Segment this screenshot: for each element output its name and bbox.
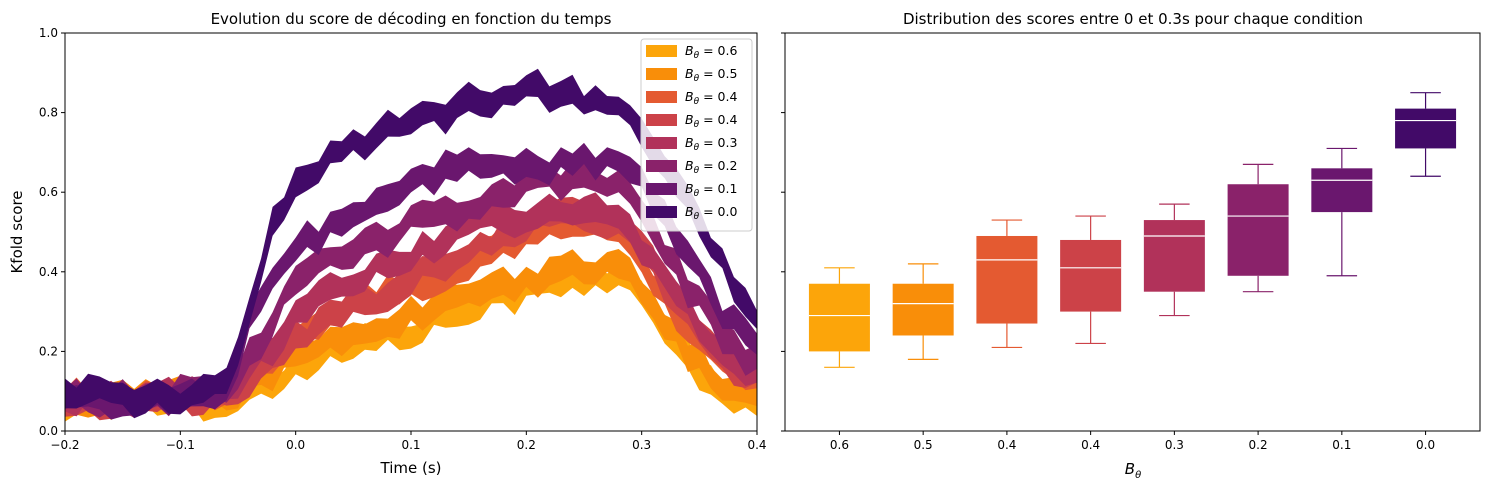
right-x-tick-label: 0.3 [1165, 438, 1184, 452]
left-x-tick-label: −0.1 [166, 438, 195, 452]
left-y-ticks: 0.0 0.2 0.4 0.6 0.8 1.0 [39, 26, 65, 438]
legend-entry: Bθ = 0.1 [685, 181, 737, 199]
right-x-tick-label: 0.0 [1416, 438, 1435, 452]
legend-swatch [646, 206, 677, 218]
legend: Bθ = 0.6 Bθ = 0.5 Bθ = 0.4 Bθ = 0.4 Bθ = 0.3… [640, 38, 753, 232]
left-x-tick-label: −0.2 [50, 438, 79, 452]
boxplot-3 [1060, 215, 1122, 345]
legend-entry: Bθ = 0.3 [685, 135, 737, 153]
left-y-tick-label: 0.6 [39, 185, 58, 199]
boxplot-7 [1395, 92, 1457, 177]
legend-swatch [646, 183, 677, 195]
boxplot-1 [892, 263, 954, 360]
right-chart-panel: Distribution des scores entre 0 et 0.3s … [781, 10, 1481, 481]
legend-swatch [646, 114, 677, 126]
legend-entry: Bθ = 0.4 [685, 112, 737, 130]
right-x-tick-label: 0.4 [1081, 438, 1100, 452]
box-iqr [808, 283, 870, 352]
box-iqr [1311, 168, 1373, 213]
right-chart-title: Distribution des scores entre 0 et 0.3s … [903, 10, 1363, 28]
right-x-tick-label: 0.5 [914, 438, 933, 452]
boxplot-0 [808, 267, 870, 368]
boxplot-2 [976, 219, 1038, 349]
left-x-tick-label: 0.1 [401, 438, 420, 452]
legend-entry: Bθ = 0.4 [685, 89, 737, 107]
box-iqr [1395, 108, 1457, 149]
left-x-ticks: −0.2 −0.1 0.0 0.1 0.2 0.3 0.4 [50, 431, 767, 452]
right-x-tick-label: 0.2 [1249, 438, 1268, 452]
right-x-axis-label: Bθ [1125, 460, 1141, 481]
left-x-tick-label: 0.2 [517, 438, 536, 452]
right-y-ticks [781, 32, 785, 432]
legend-entry: Bθ = 0.2 [685, 158, 737, 176]
left-x-tick-label: 0.0 [286, 438, 305, 452]
left-y-tick-label: 0.8 [39, 106, 58, 120]
left-y-tick-label: 0.2 [39, 344, 58, 358]
series-band-0 [65, 265, 757, 422]
left-series-bands [65, 68, 757, 422]
legend-swatch [646, 45, 677, 57]
left-y-tick-label: 1.0 [39, 26, 58, 40]
right-x-tick-label: 0.6 [830, 438, 849, 452]
left-y-axis-label: Kfold score [8, 190, 26, 273]
box-iqr [1143, 220, 1205, 292]
legend-entry: Bθ = 0.0 [685, 204, 737, 222]
legend-entry: Bθ = 0.6 [685, 43, 737, 61]
left-x-axis-label: Time (s) [380, 459, 442, 477]
boxplot-5 [1227, 163, 1289, 293]
right-boxplots [808, 92, 1457, 368]
legend-swatch [646, 137, 677, 149]
box-iqr [892, 283, 954, 336]
series-band-5 [65, 161, 757, 418]
legend-swatch [646, 160, 677, 172]
legend-swatch [646, 68, 677, 80]
legend-swatch [646, 91, 677, 103]
left-y-tick-label: 0.0 [39, 424, 58, 438]
right-x-ticks: 0.6 0.5 0.4 0.4 0.3 0.2 0.1 0.0 [830, 431, 1435, 452]
left-x-tick-label: 0.3 [632, 438, 651, 452]
right-x-tick-label: 0.1 [1332, 438, 1351, 452]
box-iqr [1227, 184, 1289, 276]
box-iqr [976, 235, 1038, 324]
left-x-tick-label: 0.4 [747, 438, 766, 452]
right-plot-frame [784, 32, 1481, 432]
boxplot-6 [1311, 147, 1373, 277]
boxplot-4 [1143, 203, 1205, 317]
left-chart-title: Evolution du score de décoding en foncti… [211, 10, 612, 28]
left-chart-panel: Evolution du score de décoding en foncti… [8, 10, 767, 477]
left-y-tick-label: 0.4 [39, 265, 58, 279]
right-x-tick-label: 0.4 [997, 438, 1016, 452]
legend-entry: Bθ = 0.5 [685, 66, 737, 84]
box-iqr [1060, 239, 1122, 312]
